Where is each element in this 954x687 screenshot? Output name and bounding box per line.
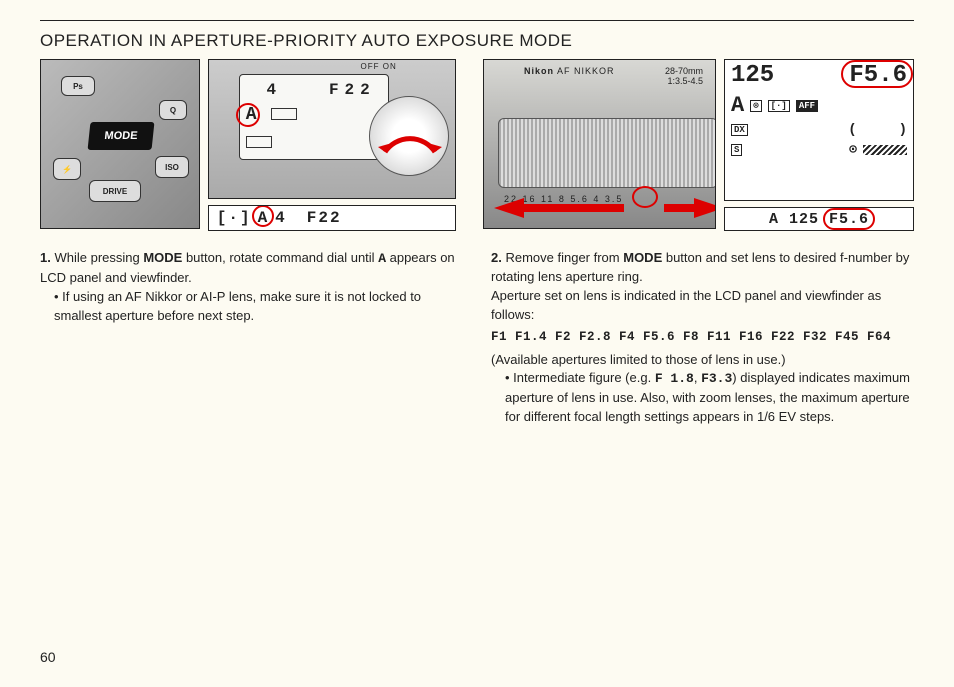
step2-ex2: F3.3	[701, 371, 732, 386]
page-title: OPERATION IN APERTURE-PRIORITY AUTO EXPO…	[40, 31, 914, 51]
strip2-mode: A	[769, 211, 779, 228]
lens-spec: 28-70mm 1:3.5-4.5	[665, 66, 703, 86]
lens-brand: Nikon	[524, 66, 554, 76]
aperture-list: F1 F1.4 F2 F2.8 F4 F5.6 F8 F11 F16 F22 F…	[491, 328, 914, 346]
step1-num: 1.	[40, 250, 51, 265]
step-1-text: 1. While pressing MODE button, rotate co…	[40, 249, 463, 288]
step-1-column: 1. While pressing MODE button, rotate co…	[40, 249, 463, 427]
s-icon: S	[731, 144, 742, 156]
bracket-icon: [·]	[768, 100, 790, 112]
lcd-box: 4 F22 A	[239, 74, 389, 160]
figure-camera-buttons: Ps MODE ⚡ DRIVE ISO Q	[40, 59, 200, 229]
viewfinder-strip-2: A 125 F5.6	[724, 207, 914, 231]
step2-num: 2.	[491, 250, 502, 265]
top-rule	[40, 20, 914, 21]
dx-icon: DX	[731, 124, 748, 136]
step1-bullet: If using an AF Nikkor or AI-P lens, make…	[54, 288, 463, 326]
lens-brand-label: Nikon AF NIKKOR	[524, 66, 615, 76]
figure-lcd-column: OFF ON 4 F22 A	[208, 59, 456, 231]
metering-icon: ⊙	[750, 100, 761, 112]
step2-ex1: F 1.8	[655, 371, 694, 386]
step1-t1b: button, rotate command dial until	[182, 250, 378, 265]
af-mode-icon: AFF	[796, 100, 818, 112]
p4-mode: A	[731, 93, 744, 118]
qual-button-graphic: Q	[159, 100, 187, 120]
focus-dot-icon: ⊙	[849, 142, 857, 157]
step-2-paren: (Available apertures limited to those of…	[491, 351, 914, 370]
lens-focal: 28-70mm	[665, 66, 703, 76]
figure-top-lcd: OFF ON 4 F22 A	[208, 59, 456, 199]
red-circle-p4-ap	[841, 60, 913, 88]
lcd-aperture: F22	[329, 81, 376, 99]
step2-bullet: Intermediate figure (e.g. F 1.8, F3.3) d…	[505, 369, 914, 427]
step2-comma: ,	[694, 370, 701, 385]
red-circle-strip1	[252, 205, 274, 227]
figure-full-lcd-column: 125 F5.6 A ⊙ [·] AFF DX ( ) S	[724, 59, 914, 231]
ps-button-graphic: Ps	[61, 76, 95, 96]
film-icon	[863, 145, 907, 155]
strip2-shutter: 125	[789, 211, 819, 228]
red-circle-mode-lcd	[236, 103, 260, 127]
step1-A: A	[378, 251, 386, 266]
step2-t1a: Remove finger from	[505, 250, 623, 265]
drive-button-graphic: DRIVE	[89, 180, 141, 202]
p4-shutter: 125	[731, 62, 774, 89]
iso-button-graphic: ISO	[155, 156, 189, 178]
strip1-shutter: 4	[275, 209, 287, 227]
page-number: 60	[40, 649, 56, 665]
aperture-ring-graphic	[498, 118, 716, 188]
step1-t1a: While pressing	[54, 250, 143, 265]
p4-brL: (	[848, 122, 856, 138]
figure-row: Ps MODE ⚡ DRIVE ISO Q OFF ON 4 F22 A	[40, 59, 914, 231]
step2-mode: MODE	[623, 250, 662, 265]
strip1-bracket: [·]	[217, 209, 252, 227]
red-circle-strip2	[823, 208, 875, 230]
flash-button-graphic: ⚡	[53, 158, 81, 180]
strip1-aperture: F22	[307, 209, 342, 227]
instruction-columns: 1. While pressing MODE button, rotate co…	[40, 249, 914, 427]
step-2-column: 2. Remove finger from MODE button and se…	[491, 249, 914, 427]
lens-line: AF NIKKOR	[557, 66, 615, 76]
step-2-text1: 2. Remove finger from MODE button and se…	[491, 249, 914, 287]
figure-lens-ring: Nikon AF NIKKOR 28-70mm 1:3.5-4.5 22 16 …	[483, 59, 716, 229]
command-dial-graphic	[369, 96, 449, 176]
lens-maxap: 1:3.5-4.5	[665, 76, 703, 86]
step-2-text2: Aperture set on lens is indicated in the…	[491, 287, 914, 325]
step2-bA: Intermediate figure (e.g.	[513, 370, 655, 385]
p4-brR: )	[899, 122, 907, 138]
viewfinder-strip-1: [·] A 4 F22	[208, 205, 456, 231]
mode-button-graphic: MODE	[88, 122, 155, 150]
step1-mode: MODE	[143, 250, 182, 265]
off-on-label: OFF ON	[361, 62, 397, 71]
figure-full-lcd: 125 F5.6 A ⊙ [·] AFF DX ( ) S	[724, 59, 914, 201]
lcd-shutter: 4	[267, 81, 283, 99]
